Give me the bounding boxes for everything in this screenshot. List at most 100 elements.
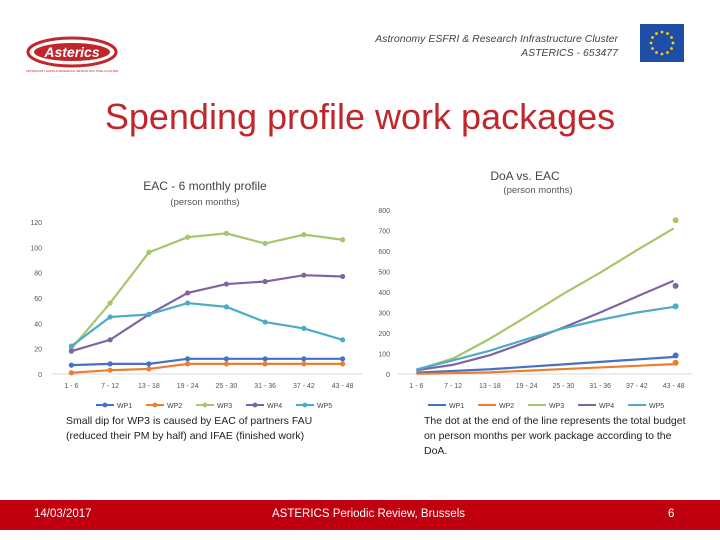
data-point-wp2 xyxy=(146,366,152,372)
series-line-wp4 xyxy=(71,274,343,353)
data-point-wp1 xyxy=(301,356,307,362)
y-tick-label: 120 xyxy=(30,220,42,227)
footer-event: ASTERICS Periodic Review, Brussels xyxy=(272,508,466,520)
eu-star-icon xyxy=(655,32,658,35)
legend-label-wp2: WP2 xyxy=(499,403,514,410)
data-point-wp3 xyxy=(340,237,346,243)
data-point-wp5 xyxy=(301,325,307,331)
data-point-wp5 xyxy=(223,304,229,310)
note-right: The dot at the end of the line represent… xyxy=(424,415,686,457)
data-point-wp5 xyxy=(68,343,74,349)
y-tick-label: 100 xyxy=(378,352,390,359)
doa-budget-dot-wp4 xyxy=(672,282,679,289)
y-tick-label: 400 xyxy=(378,290,390,297)
doa-budget-dot-wp2 xyxy=(672,359,679,366)
data-point-wp1 xyxy=(223,356,229,362)
y-tick-label: 60 xyxy=(34,296,42,303)
data-point-wp5 xyxy=(262,319,268,325)
legend-marker-wp2 xyxy=(152,402,158,408)
eu-star-icon xyxy=(649,41,653,45)
x-tick-label: 31 - 36 xyxy=(589,383,611,390)
header-line-2: ASTERICS - 653477 xyxy=(521,47,618,59)
y-tick-label: 700 xyxy=(378,229,390,236)
x-tick-label: 37 - 42 xyxy=(293,383,315,390)
chart-left-subtitle: (person months) xyxy=(170,197,239,208)
data-point-wp3 xyxy=(146,249,152,255)
data-point-wp2 xyxy=(223,361,229,367)
eu-star-icon xyxy=(671,41,675,45)
data-point-wp4 xyxy=(185,290,191,296)
y-tick-label: 500 xyxy=(378,270,390,277)
footer-date: 14/03/2017 xyxy=(34,508,92,520)
data-point-wp5 xyxy=(146,311,152,318)
legend-label-wp2: WP2 xyxy=(167,403,182,410)
series-line-wp5 xyxy=(416,305,674,371)
eu-star-icon xyxy=(670,36,673,39)
x-tick-label: 43 - 48 xyxy=(332,383,354,390)
x-tick-label: 19 - 24 xyxy=(516,383,538,390)
asterics-logo: Asterics ASTRONOMY ESFRI & RESEARCH INFR… xyxy=(26,36,119,73)
legend-label-wp1: WP1 xyxy=(117,403,132,410)
y-tick-label: 40 xyxy=(34,321,42,328)
data-point-wp2 xyxy=(185,361,191,367)
data-point-wp3 xyxy=(223,230,229,236)
y-tick-label: 100 xyxy=(30,245,42,252)
legend-label-wp3: WP3 xyxy=(217,403,232,410)
x-tick-label: 43 - 48 xyxy=(663,383,685,390)
legend-marker-wp4 xyxy=(252,402,258,408)
data-point-wp3 xyxy=(185,234,191,240)
logo-tagline: ASTRONOMY ESFRI & RESEARCH INFRASTRUCTUR… xyxy=(26,69,119,73)
header-caption: Astronomy ESFRI & Research Infrastructur… xyxy=(375,32,618,60)
data-point-wp2 xyxy=(262,361,268,367)
data-point-wp5 xyxy=(185,300,191,306)
y-tick-label: 80 xyxy=(34,271,42,278)
x-tick-label: 37 - 42 xyxy=(626,383,648,390)
data-point-wp5 xyxy=(340,337,346,343)
x-tick-label: 31 - 36 xyxy=(254,383,276,390)
y-tick-label: 600 xyxy=(378,249,390,256)
series-line-wp2 xyxy=(71,362,343,374)
data-point-wp2 xyxy=(301,361,307,367)
data-point-wp1 xyxy=(185,356,191,362)
legend-label-wp4: WP4 xyxy=(599,403,614,410)
eu-star-icon xyxy=(651,36,654,39)
series-line-wp3 xyxy=(416,227,675,371)
y-tick-label: 20 xyxy=(34,347,42,354)
note-left: Small dip for WP3 is caused by EAC of pa… xyxy=(66,415,313,442)
x-tick-label: 1 - 6 xyxy=(64,383,78,390)
doa-budget-dot-wp1 xyxy=(672,352,679,359)
legend-marker-wp1 xyxy=(102,402,108,408)
eu-star-icon xyxy=(655,51,658,54)
footer-bottom-strip xyxy=(0,530,720,540)
eu-star-icon xyxy=(666,32,669,35)
legend-label-wp1: WP1 xyxy=(449,403,464,410)
eu-star-icon xyxy=(670,47,673,50)
x-tick-label: 25 - 30 xyxy=(552,383,574,390)
series-line-wp2 xyxy=(416,363,674,375)
eu-star-icon xyxy=(666,51,669,54)
chart-right: 0 100 200 300 400 500 600 700 800 1 - 6 7 - 12 13 -… xyxy=(378,208,692,410)
footer-bar xyxy=(0,500,720,530)
legend-marker-wp3 xyxy=(202,402,208,408)
x-tick-label: 7 - 12 xyxy=(101,383,119,390)
doa-budget-dot-wp5 xyxy=(672,303,679,310)
data-point-wp4 xyxy=(301,272,307,278)
legend-label-wp5: WP5 xyxy=(649,403,664,410)
series-line-wp1 xyxy=(71,357,343,367)
x-tick-label: 19 - 24 xyxy=(177,383,199,390)
series-line-wp5 xyxy=(70,301,343,348)
chart-left: 0 20 40 60 80 100 120 1 - 6 7 - 12 13 - 18 19 - 24… xyxy=(30,220,362,410)
series-line-wp3 xyxy=(70,232,343,350)
eu-star-icon xyxy=(651,47,654,50)
data-point-wp1 xyxy=(340,356,346,362)
legend-label-wp4: WP4 xyxy=(267,403,282,410)
data-point-wp3 xyxy=(301,232,307,238)
data-point-wp3 xyxy=(107,300,113,306)
data-point-wp3 xyxy=(262,240,268,247)
data-point-wp1 xyxy=(262,356,268,362)
data-point-wp4 xyxy=(68,348,74,354)
data-point-wp2 xyxy=(107,367,113,373)
slide-title: Spending profile work packages xyxy=(104,96,616,137)
chart-left-title: EAC - 6 monthly profile xyxy=(143,179,267,193)
data-point-wp4 xyxy=(223,281,229,287)
